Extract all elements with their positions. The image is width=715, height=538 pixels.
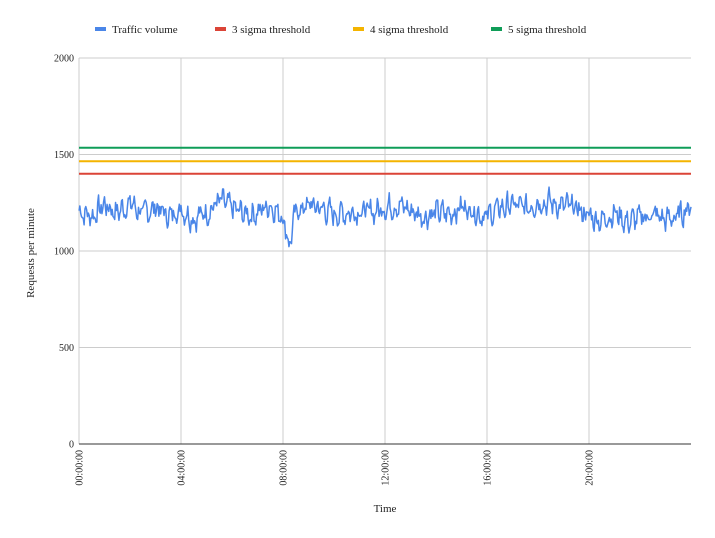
legend-label: Traffic volume: [112, 24, 178, 36]
legend-swatch: [491, 27, 502, 31]
y-tick-label: 1000: [54, 247, 74, 258]
legend-item: Traffic volume: [95, 24, 178, 36]
legend-swatch: [215, 27, 226, 31]
series-layer: [78, 146, 692, 248]
y-tick-label: 2000: [54, 54, 74, 65]
legend-label: 4 sigma threshold: [370, 24, 449, 36]
axes: 0 500 1000 1500 2000 00:00:00 04:00:00 08:00:00…: [54, 54, 691, 486]
y-tick-label: 0: [69, 440, 74, 451]
y-axis-title: Requests per minute: [25, 208, 37, 298]
x-tick-label: 08:00:00: [279, 450, 290, 486]
legend-swatch: [95, 27, 106, 31]
x-tick-label: 20:00:00: [585, 450, 596, 486]
x-tick-label: 12:00:00: [381, 450, 392, 486]
y-tick-label: 1500: [54, 150, 74, 161]
grid: [78, 57, 691, 444]
legend-item: 4 sigma threshold: [353, 24, 449, 36]
x-tick-label: 04:00:00: [177, 450, 188, 486]
legend-label: 3 sigma threshold: [232, 24, 311, 36]
legend-item: 3 sigma threshold: [215, 24, 311, 36]
x-axis-title: Time: [374, 503, 397, 515]
legend-item: 5 sigma threshold: [491, 24, 587, 36]
legend-label: 5 sigma threshold: [508, 24, 587, 36]
series-traffic-line: [78, 186, 692, 248]
y-tick-label: 500: [59, 343, 74, 354]
legend: Traffic volume 3 sigma threshold 4 sigma t…: [95, 24, 587, 36]
x-tick-label: 16:00:00: [483, 450, 494, 486]
legend-swatch: [353, 27, 364, 31]
x-tick-label: 00:00:00: [75, 450, 86, 486]
